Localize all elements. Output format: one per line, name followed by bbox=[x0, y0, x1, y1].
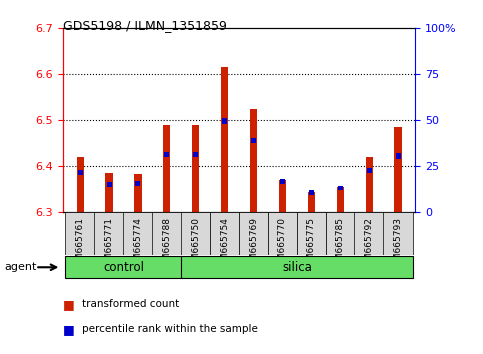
Text: percentile rank within the sample: percentile rank within the sample bbox=[82, 324, 258, 334]
Bar bbox=[152, 212, 182, 255]
Text: GSM665793: GSM665793 bbox=[394, 217, 402, 272]
Text: GSM665761: GSM665761 bbox=[76, 217, 85, 272]
Bar bbox=[395, 127, 402, 212]
Text: ■: ■ bbox=[63, 323, 74, 336]
Bar bbox=[181, 212, 211, 255]
Bar bbox=[78, 170, 83, 175]
Bar bbox=[221, 68, 228, 212]
Bar bbox=[297, 212, 326, 255]
Bar bbox=[135, 181, 141, 186]
Bar bbox=[337, 187, 344, 212]
Text: GDS5198 / ILMN_1351859: GDS5198 / ILMN_1351859 bbox=[63, 19, 227, 33]
Bar bbox=[250, 109, 257, 212]
Bar bbox=[355, 212, 384, 255]
Bar bbox=[192, 125, 199, 212]
Text: GSM665770: GSM665770 bbox=[278, 217, 287, 272]
Bar bbox=[326, 212, 355, 255]
Text: GSM665774: GSM665774 bbox=[133, 217, 142, 272]
Bar bbox=[309, 190, 314, 195]
Text: agent: agent bbox=[5, 262, 37, 272]
Bar bbox=[308, 192, 315, 212]
Text: GSM665750: GSM665750 bbox=[191, 217, 200, 272]
Text: GSM665775: GSM665775 bbox=[307, 217, 316, 272]
Bar bbox=[338, 186, 343, 190]
Text: GSM665771: GSM665771 bbox=[104, 217, 114, 272]
Bar bbox=[105, 173, 113, 212]
Bar bbox=[76, 157, 84, 212]
Text: GSM665785: GSM665785 bbox=[336, 217, 345, 272]
Bar bbox=[367, 168, 371, 173]
Bar bbox=[396, 154, 400, 159]
Text: control: control bbox=[103, 261, 144, 274]
Bar bbox=[279, 180, 286, 212]
Bar bbox=[65, 212, 95, 255]
Text: GSM665788: GSM665788 bbox=[162, 217, 171, 272]
Bar bbox=[268, 212, 297, 255]
Bar bbox=[193, 152, 198, 157]
Bar bbox=[65, 256, 182, 278]
Text: GSM665754: GSM665754 bbox=[220, 217, 229, 272]
Text: GSM665769: GSM665769 bbox=[249, 217, 258, 272]
Bar bbox=[94, 212, 124, 255]
Bar bbox=[239, 212, 268, 255]
Bar bbox=[163, 125, 170, 212]
Bar bbox=[384, 212, 413, 255]
Text: transformed count: transformed count bbox=[82, 299, 179, 309]
Bar bbox=[181, 256, 413, 278]
Bar bbox=[251, 138, 256, 143]
Bar bbox=[107, 183, 112, 187]
Text: GSM665792: GSM665792 bbox=[365, 217, 374, 272]
Bar bbox=[280, 179, 285, 184]
Bar bbox=[134, 174, 142, 212]
Bar bbox=[222, 118, 227, 124]
Bar bbox=[123, 212, 153, 255]
Bar bbox=[164, 152, 170, 157]
Bar bbox=[366, 157, 373, 212]
Text: ■: ■ bbox=[63, 298, 74, 311]
Text: silica: silica bbox=[282, 261, 312, 274]
Bar bbox=[210, 212, 239, 255]
